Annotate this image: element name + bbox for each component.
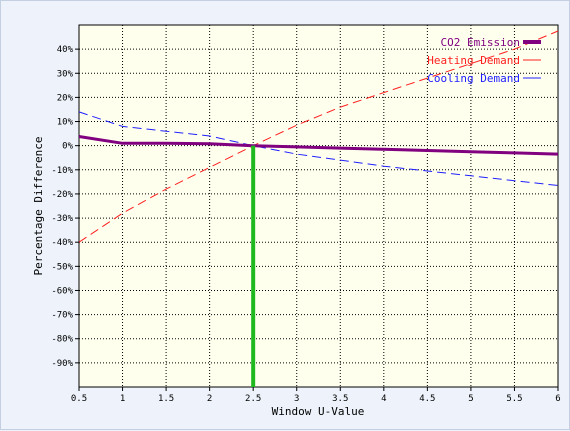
- y-tick-label: -70%: [51, 311, 73, 321]
- x-tick-label: 3.5: [332, 394, 348, 404]
- y-tick-label: -40%: [51, 238, 73, 248]
- x-tick-label: 3: [294, 394, 299, 404]
- x-tick-label: 6: [555, 394, 560, 404]
- y-tick-label: -30%: [51, 214, 73, 224]
- legend-label: Heating Demand: [427, 54, 520, 67]
- x-tick-label: 0.5: [71, 394, 87, 404]
- series-line-1: [78, 30, 559, 243]
- y-tick-label: 20%: [57, 93, 74, 103]
- x-axis-ticks: 0.5 1 1.5 2 2.5 3 3.5 4 4.5 5 5.5 6: [71, 387, 561, 404]
- series-line-0: [78, 135, 559, 156]
- plot-area: [78, 24, 559, 388]
- y-axis-ticks: 40% 30% 20% 10% 0% -10% -20% -30% -40% -50% -60% -7…: [51, 45, 79, 369]
- legend-label: Cooling Demand: [427, 72, 520, 85]
- y-tick-label: -10%: [51, 166, 73, 176]
- grid-lines: [79, 25, 558, 387]
- y-tick-label: -20%: [51, 190, 73, 200]
- x-tick-label: 4: [381, 394, 386, 404]
- x-tick-label: 4.5: [419, 394, 435, 404]
- x-tick-label: 5.5: [506, 394, 522, 404]
- legend: CO2 Emission Heating Demand Cooling Demand: [427, 36, 541, 85]
- y-tick-label: 10%: [57, 118, 74, 128]
- x-tick-label: 2.5: [245, 394, 261, 404]
- y-tick-label: -60%: [51, 286, 73, 296]
- y-tick-label: 40%: [57, 45, 74, 55]
- y-tick-label: -90%: [51, 359, 73, 369]
- x-tick-label: 1: [120, 394, 125, 404]
- y-tick-label: 0%: [62, 142, 73, 152]
- x-tick-label: 2: [207, 394, 212, 404]
- y-tick-label: -80%: [51, 335, 73, 345]
- y-tick-label: 30%: [57, 69, 74, 79]
- series-line-2: [78, 111, 559, 186]
- x-tick-label: 5: [468, 394, 473, 404]
- legend-label: CO2 Emission: [441, 36, 520, 49]
- x-axis-title: Window U-Value: [272, 405, 365, 418]
- y-tick-label: -50%: [51, 262, 73, 272]
- y-axis-title: Percentage Difference: [32, 136, 45, 275]
- series-lines: [78, 30, 559, 387]
- x-tick-label: 1.5: [158, 394, 174, 404]
